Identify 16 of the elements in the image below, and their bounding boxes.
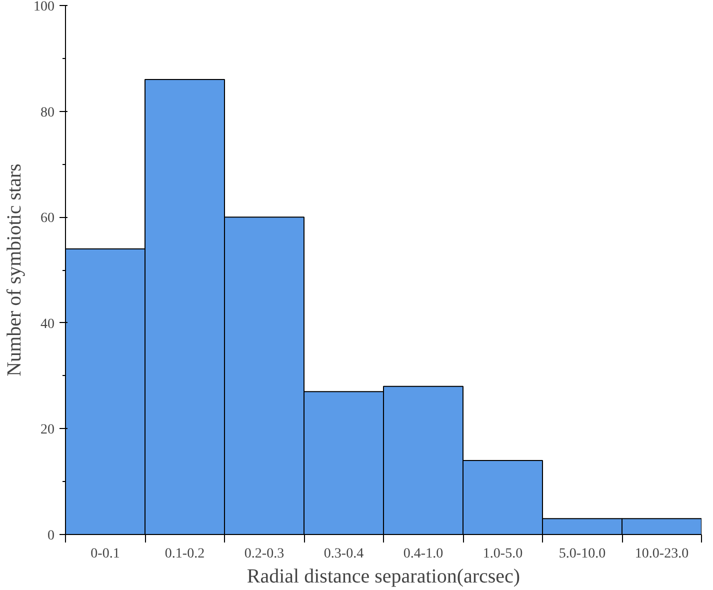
x-tick-label: 0-0.1 xyxy=(90,546,120,562)
x-tick-label: 1.0-5.0 xyxy=(482,546,523,562)
x-tick-label: 0.1-0.2 xyxy=(164,546,205,562)
y-tick-label: 80 xyxy=(40,105,54,120)
x-tick-label: 0.3-0.4 xyxy=(324,546,364,562)
y-tick-label: 40 xyxy=(40,316,54,332)
y-axis-title: Number of symbiotic stars xyxy=(4,163,26,376)
x-tick-label: 0.4-1.0 xyxy=(403,546,444,562)
x-tick-label: 5.0-10.0 xyxy=(558,546,606,562)
x-tick-label: 10.0-23.0 xyxy=(634,546,689,562)
y-tick-label: 60 xyxy=(40,211,54,226)
y-tick-label: 100 xyxy=(34,0,54,14)
x-tick-label: 0.2-0.3 xyxy=(244,546,284,562)
y-tick-label: 0 xyxy=(48,528,54,544)
y-tick-label: 20 xyxy=(40,422,54,438)
x-axis-title: Radial distance separation(arcsec) xyxy=(246,566,520,588)
